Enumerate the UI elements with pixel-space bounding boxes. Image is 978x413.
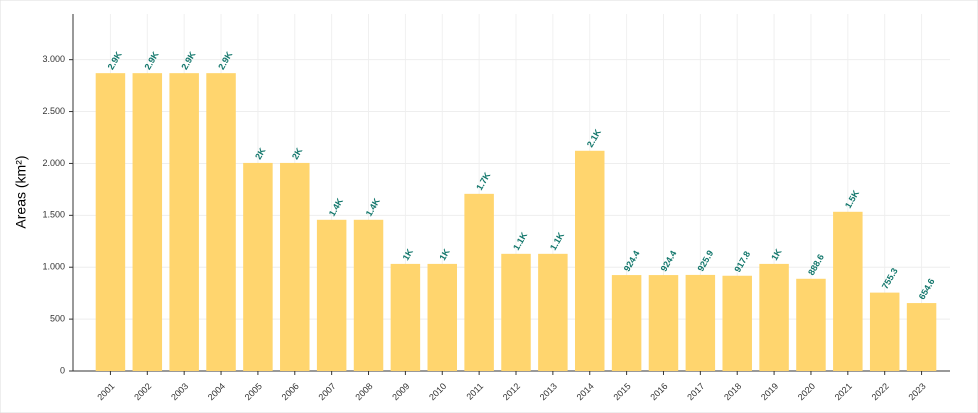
- bar: [206, 73, 236, 372]
- bar: [796, 278, 826, 371]
- bar: [833, 211, 863, 371]
- bar: [501, 253, 531, 371]
- y-tick-label: 0: [60, 365, 65, 375]
- bar: [95, 73, 126, 372]
- bar: [132, 73, 163, 372]
- y-tick-label: 2.000: [42, 158, 65, 168]
- bar: [611, 275, 642, 371]
- bar: [722, 275, 752, 371]
- bar: [538, 253, 568, 371]
- y-axis-label: Areas (km²): [13, 155, 29, 228]
- bar: [869, 292, 900, 371]
- bar: [574, 150, 605, 371]
- y-tick-label: 3.000: [42, 54, 65, 64]
- bar: [759, 263, 789, 371]
- bar: [280, 162, 310, 371]
- bar: [906, 303, 937, 371]
- bar: [464, 193, 494, 371]
- bar: [427, 263, 458, 371]
- bar: [648, 275, 679, 371]
- bar: [390, 263, 421, 371]
- y-tick-label: 2.500: [42, 106, 65, 116]
- bar: [353, 219, 384, 371]
- bar: [316, 219, 347, 371]
- bar: [243, 162, 273, 371]
- bar: [685, 274, 716, 371]
- y-tick-label: 1.000: [42, 262, 65, 272]
- bar: [169, 73, 199, 372]
- y-tick-label: 1.500: [42, 210, 65, 220]
- y-tick-label: 500: [50, 313, 65, 323]
